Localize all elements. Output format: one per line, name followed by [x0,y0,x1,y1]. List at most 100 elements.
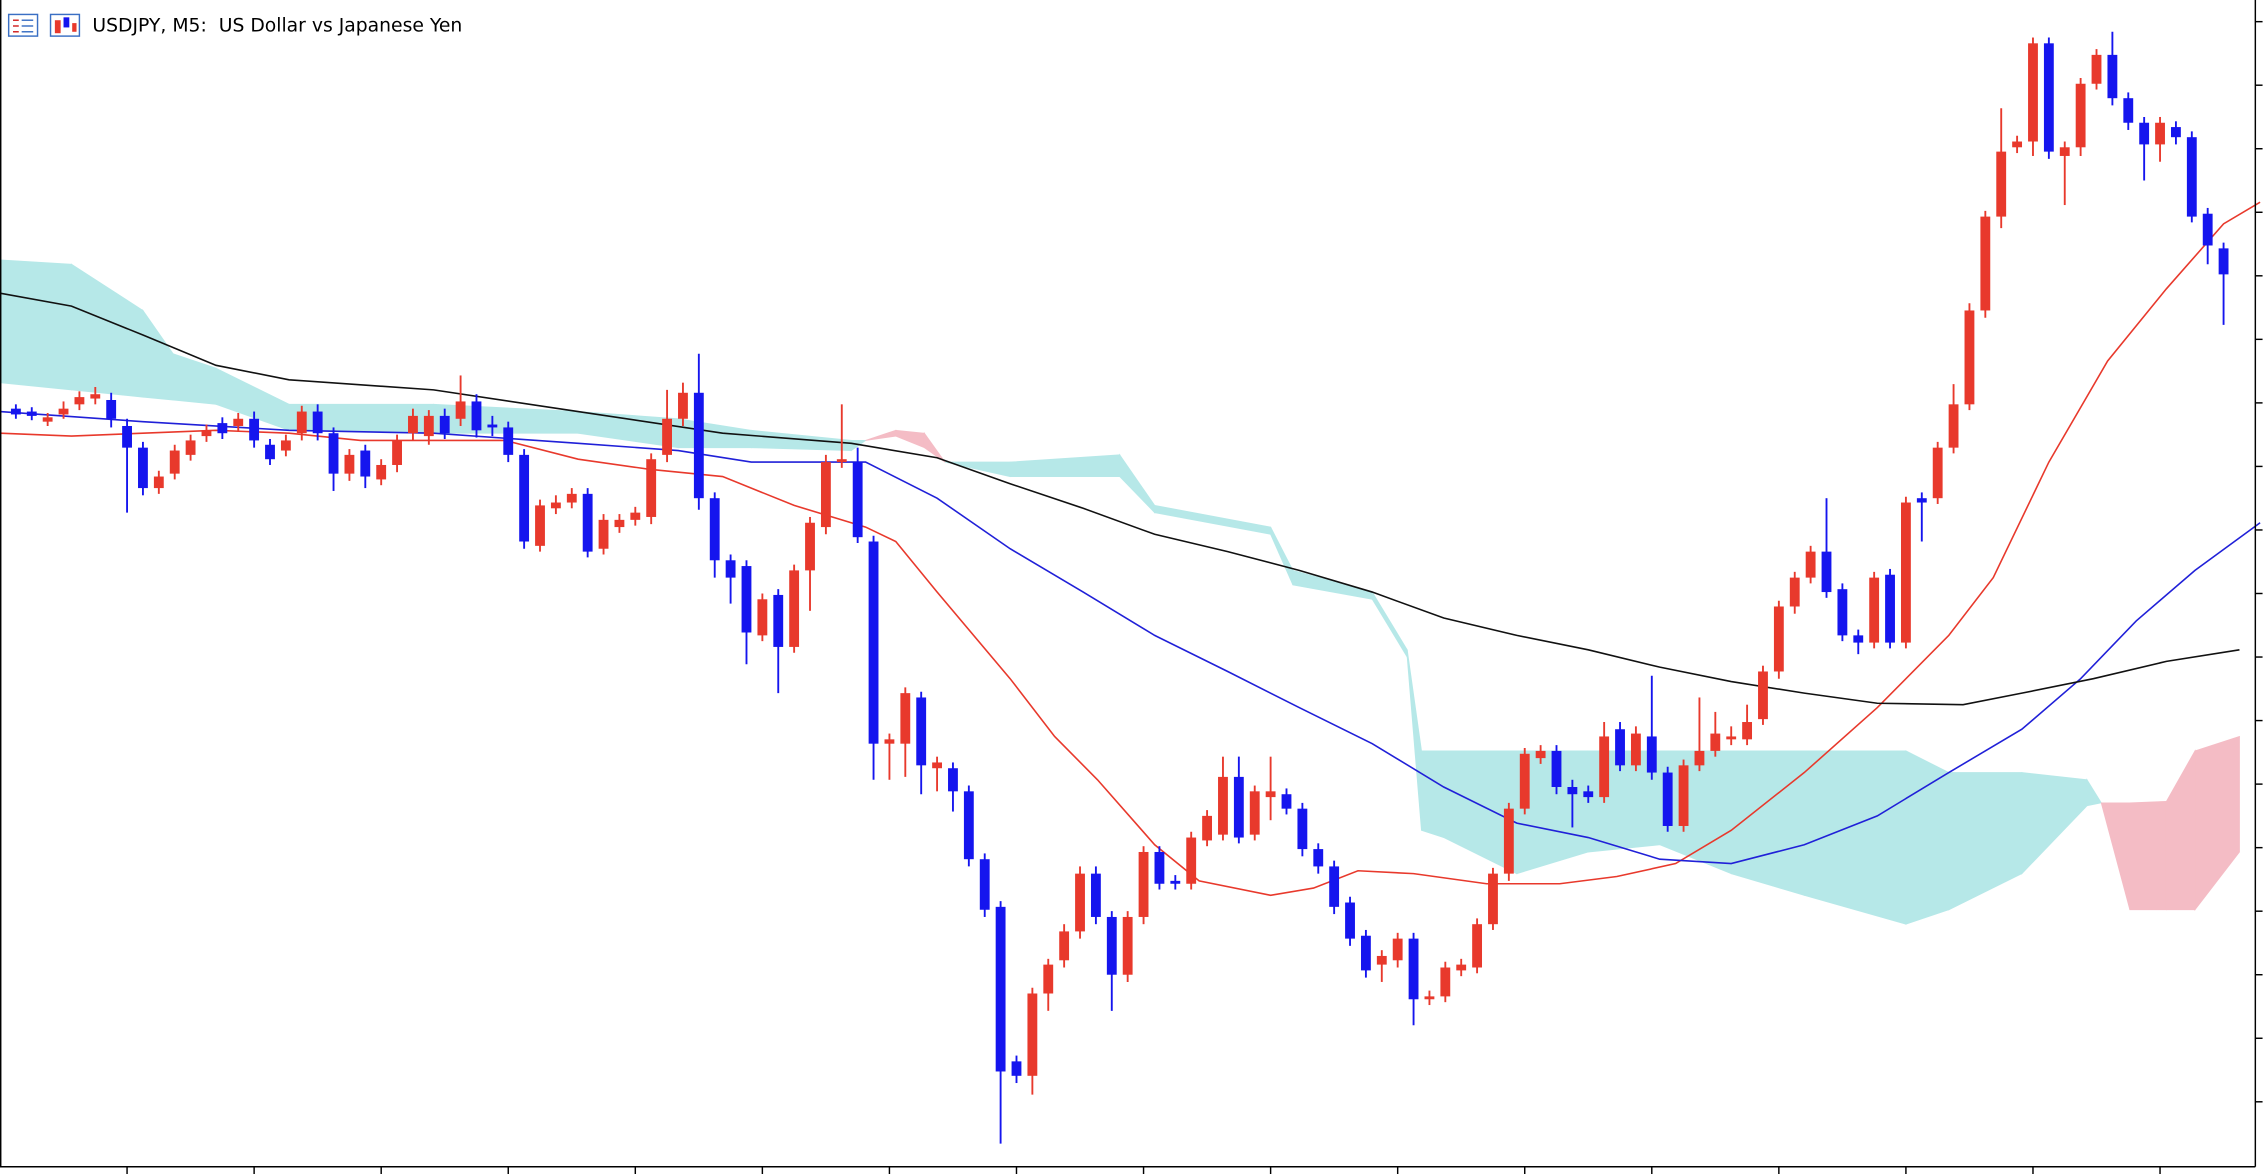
candle-body [1392,938,1403,961]
candle-body [1599,736,1610,798]
candle-body [2155,122,2165,145]
candle-body [1043,964,1054,994]
candle-body [2139,122,2150,145]
candle-body [1233,776,1244,838]
candle-body [535,505,545,546]
candle-body [1535,750,1546,759]
candle-body [2043,43,2054,152]
candle-body [1249,791,1260,835]
candle-body [1885,574,1895,643]
candle-body [582,493,593,552]
candle-body [2091,54,2102,84]
candle-body [122,425,132,448]
candle-body [805,522,815,571]
candle-body [169,450,180,474]
cloud-segment [1421,750,1445,839]
chart-title: USDJPY, M5: US Dollar vs Japanese Yen [92,15,462,36]
candle-body [995,906,1006,1072]
moving-average-line [0,201,2261,897]
candle-body [1678,765,1689,826]
title-bar: USDJPY, M5: US Dollar vs Japanese Yen [7,13,462,37]
cloud-segment [923,431,946,463]
candle-body [519,454,530,542]
candle-body [1821,551,1832,593]
candle-body [360,450,371,477]
candle-body [1122,916,1133,975]
candle-body [106,399,117,419]
menu-icon [7,13,39,37]
candle-body [2107,54,2118,99]
candle-body [852,462,863,538]
candle-body [1519,753,1530,809]
candle-body [280,440,291,451]
candle-body [439,415,450,434]
candle-body [820,462,831,528]
candle-body [1360,935,1371,971]
candle-body [1488,873,1498,925]
candle-body [42,417,53,422]
candle-body [566,493,577,503]
candle-body [1090,873,1101,917]
candle-body [1138,851,1149,917]
candles-layer [10,31,2229,1144]
candle-body [1694,750,1705,766]
candle-body [2075,83,2086,148]
candle-body [2059,147,2070,156]
candle-body [741,566,752,633]
candle-body [26,411,37,416]
cloud-segment [1730,750,1805,896]
candle-body [1075,873,1085,932]
candle-body [233,418,244,426]
candle-body [423,415,434,437]
candle-body [1408,938,1419,1000]
candle-body [1059,931,1070,961]
candle-body [1106,916,1117,975]
candle-body [455,401,466,419]
candle-body [1773,606,1784,672]
candle-body [1837,589,1848,636]
candle-body [678,392,688,419]
cloud-layer [0,259,2240,925]
candle-body [1186,837,1197,884]
cloud-segment [1803,750,1907,925]
candle-body [376,464,387,480]
chart-icon [49,13,81,37]
candle-body [662,418,672,455]
candle-body [614,519,625,528]
candle-body [1011,1061,1022,1076]
candle-body [630,512,641,520]
candle-body [1170,880,1181,884]
candle-body [773,594,784,647]
candle-body [2170,127,2181,138]
candle-body [1710,733,1721,751]
candle-body [979,859,990,910]
candle-body [201,430,212,437]
candle-body [328,433,339,474]
candle-body [1742,722,1753,740]
candle-body [1805,551,1816,578]
candle-body [503,427,514,455]
candle-body [1440,967,1451,997]
candle-body [1853,635,1864,643]
candle-body [948,768,958,792]
candle-body [217,423,228,434]
candle-body [1313,849,1324,867]
candle-body [2202,213,2213,246]
candle-body [646,459,657,517]
candle-body [693,392,704,499]
candle-body [1376,955,1387,965]
candle-body [312,411,323,434]
candle-body [1424,996,1435,1000]
lines-layer [0,201,2261,897]
candle-body [1980,216,1991,311]
candle-body [757,599,768,636]
cloud-segment [2086,778,2102,807]
candle-body [90,394,101,399]
candle-body [1726,736,1737,740]
candle-body [1615,729,1625,766]
cloud-segment [0,259,72,391]
candle-body [1567,786,1578,795]
